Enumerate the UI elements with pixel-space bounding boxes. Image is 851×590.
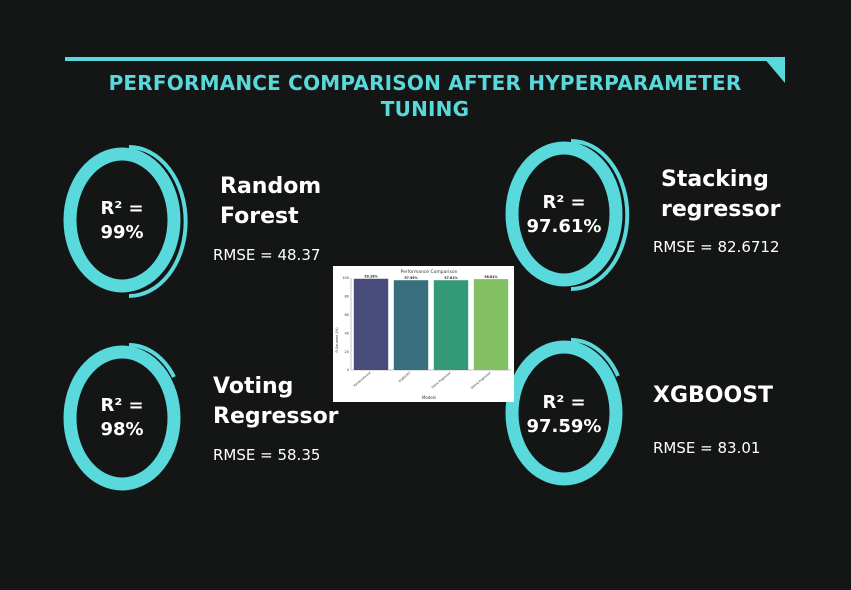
chart-y-tick-label: 100	[342, 276, 349, 280]
model-name-text: Random Forest	[220, 174, 322, 229]
r2-label: R² =	[542, 192, 586, 213]
chart-bar	[353, 278, 389, 370]
model-name-stacking-regressor: Stacking regressor	[655, 165, 805, 225]
r2-value: 98%	[100, 419, 144, 440]
chart-bar	[393, 280, 429, 370]
title-accent-corner	[763, 57, 785, 83]
chart-y-tick-label: 0	[347, 368, 349, 372]
r2-value: 97.59%	[526, 416, 602, 437]
performance-chart-svg: Performance Comparison Models R-Squared …	[335, 269, 511, 400]
chart-x-tick-label: RandomForest	[352, 370, 372, 387]
chart-x-tick-label: Stack Regressor	[431, 370, 453, 389]
rmse-random-forest: RMSE = 48.37	[213, 246, 321, 264]
chart-y-tick-label: 40	[345, 331, 349, 335]
chart-data-label: 97.61%	[444, 276, 458, 280]
chart-bar	[433, 280, 469, 370]
chart-y-tick-label: 20	[345, 350, 349, 354]
model-name-xgboost: XGBOOST	[653, 383, 774, 408]
title-accent-bar	[65, 57, 782, 61]
r2-label: R² =	[542, 392, 586, 413]
r2-label: R² =	[100, 395, 144, 416]
chart-data-label: 98.81%	[484, 275, 498, 279]
chart-bar	[473, 279, 509, 370]
r2-label: R² =	[100, 198, 144, 219]
chart-xlabel: Models	[422, 395, 436, 400]
model-name-voting-regressor: Voting Regressor	[213, 372, 363, 432]
chart-data-label: 97.59%	[404, 276, 418, 280]
r2-value: 99%	[100, 222, 144, 243]
rmse-stacking-regressor: RMSE = 82.6712	[653, 238, 780, 256]
chart-x-tick-label: Voting Regressor	[470, 370, 493, 390]
r2-value: 97.61%	[526, 216, 602, 237]
chart-title: Performance Comparison	[401, 269, 458, 275]
performance-chart: Performance Comparison Models R-Squared …	[333, 266, 514, 402]
chart-y-tick-label: 60	[345, 313, 349, 317]
gauge-stacking-regressor: R² = 97.61%	[501, 133, 631, 293]
rmse-xgboost: RMSE = 83.01	[653, 439, 761, 457]
chart-y-tick-label: 80	[345, 295, 349, 299]
chart-x-tick-label: XGBOOST	[398, 371, 412, 384]
gauge-random-forest: R² = 99%	[62, 141, 192, 301]
page-title: PERFORMANCE COMPARISON AFTER HYPERPARAME…	[108, 71, 742, 121]
gauge-voting-regressor: R² = 98%	[62, 338, 192, 498]
model-name-random-forest: Random Forest	[213, 172, 353, 232]
model-name-text: Stacking regressor	[661, 167, 781, 222]
chart-data-label: 99.18%	[364, 275, 378, 279]
model-name-text: Voting Regressor	[213, 374, 339, 429]
rmse-voting-regressor: RMSE = 58.35	[213, 446, 321, 464]
gauge-xgboost: R² = 97.59%	[501, 331, 631, 491]
chart-ylabel: R-Squared (%)	[335, 327, 339, 353]
